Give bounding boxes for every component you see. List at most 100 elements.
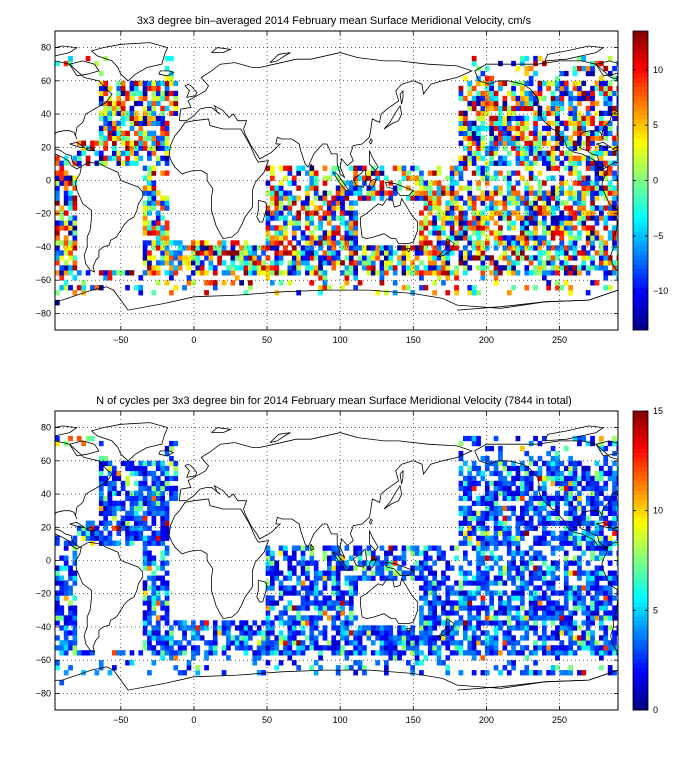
bin-cell [427,170,433,176]
colorbar-swatch [633,485,648,491]
bin-cell [520,105,525,112]
bin-cell [441,555,446,561]
bin-cell [313,240,319,246]
colorbar-swatch [633,439,648,445]
bin-cell [270,555,275,561]
bin-cell [59,210,65,216]
bin-cell [458,140,464,146]
bin-cell [515,540,521,546]
bin-cell [313,670,319,676]
bin-cell [463,495,468,501]
bin-cell [563,230,569,236]
bin-cell [423,575,429,581]
bin-cell [484,90,490,97]
bin-cell [160,120,165,126]
bin-cell [476,210,481,216]
bin-cell [542,260,547,266]
bin-cell [590,555,595,561]
bin-cell [511,635,516,641]
bin-cell [296,615,301,621]
bin-cell [296,630,301,636]
bin-cell [151,120,157,126]
bin-cell [537,605,543,611]
bin-cell [98,90,104,97]
bin-cell [454,555,459,561]
bin-cell [568,210,573,216]
bin-cell [585,270,591,276]
bin-cell [577,520,582,526]
bin-cell [502,540,508,546]
bin-cell [489,90,494,97]
bin-cell [278,650,284,656]
coastline [269,52,291,63]
bin-cell [555,615,560,621]
bin-cell [550,90,556,97]
bin-cell [511,540,516,546]
bin-cell [533,570,538,576]
colorbar-swatch [633,119,648,125]
bin-cell [243,645,249,651]
bin-cell [449,215,455,221]
bin-cell [256,650,262,656]
bin-cell [489,605,494,611]
bin-cell [612,540,617,546]
bin-cell [370,250,376,256]
bin-cell [173,620,179,626]
bin-cell [590,120,595,126]
bin-cell [449,175,455,181]
bin-cell [590,490,595,496]
bin-cell [524,610,530,616]
bin-cell [305,190,310,196]
bin-cell [353,260,358,266]
bin-cell [322,275,328,281]
bin-cell [164,150,170,156]
bin-cell [164,225,170,231]
bin-cell [375,255,380,261]
bin-cell [112,130,117,136]
bin-cell [542,210,547,216]
bin-cell [528,220,534,226]
bin-cell [265,565,271,571]
coastline [601,541,618,652]
bin-cell [572,110,578,116]
bin-cell [476,150,481,156]
bin-cell [98,125,104,131]
bin-cell [616,500,618,506]
bin-cell [463,480,468,487]
bin-cell [550,585,556,591]
bin-cell [147,210,152,216]
bin-cell [160,555,165,561]
colorbar-swatch [633,222,648,228]
bin-cell [585,480,591,487]
bin-cell [142,145,148,151]
bin-cell [327,215,332,221]
bin-cell [379,180,385,186]
bin-cell [550,145,556,151]
bin-cell [590,200,595,206]
bin-cell [305,200,310,206]
bin-cell [164,620,170,626]
bin-cell [484,580,490,586]
bin-cell [577,55,582,62]
bin-cell [546,285,551,291]
bin-cell [318,225,323,231]
bin-cell [164,80,170,87]
bin-cell [112,150,117,156]
bin-cell [493,460,499,467]
bin-cell [274,200,280,206]
bin-cell [563,625,569,631]
bin-cell [550,230,556,236]
bin-cell [265,640,271,646]
bin-cell [467,265,473,271]
bin-cell [506,135,512,141]
bin-cell [313,195,319,201]
bin-cell [572,535,578,541]
bin-cell [520,520,525,526]
bin-cell [120,80,126,87]
bin-cell [441,605,446,611]
bin-cell [590,520,595,526]
bin-cell [401,560,407,566]
bin-cell [327,545,332,551]
bin-cell [537,220,543,226]
bin-cell [322,270,328,276]
